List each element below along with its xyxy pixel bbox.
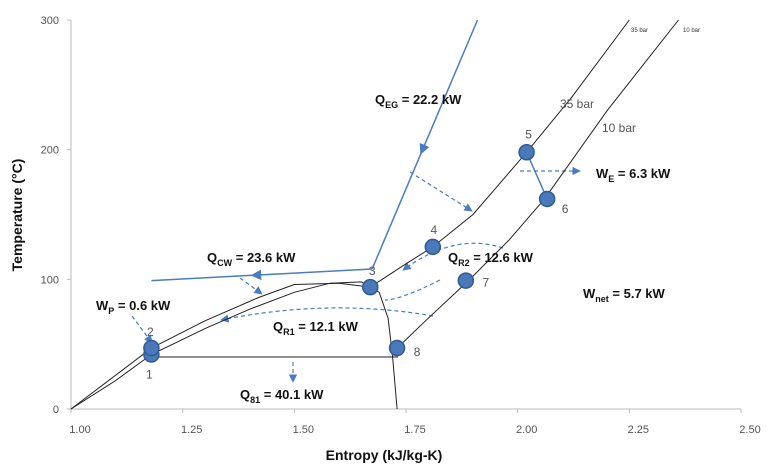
expansion-line <box>525 151 548 200</box>
annotation-value: = 5.7 kW <box>609 286 666 301</box>
state-point <box>538 190 556 208</box>
state-point <box>518 144 535 161</box>
state-label: 3 <box>369 264 376 278</box>
x-tick-label: 2.50 <box>739 424 760 436</box>
annotation-symbol: W <box>96 298 109 313</box>
state-label: 6 <box>562 202 569 216</box>
annotation-subscript: R2 <box>458 258 470 268</box>
state-point <box>143 339 160 357</box>
y-tick-label: 200 <box>41 145 59 157</box>
annotation: WE = 6.3 kW <box>596 166 671 184</box>
state-point <box>388 339 406 357</box>
x-tick-label: 1.75 <box>404 424 425 436</box>
annotation-symbol: Q <box>207 250 217 265</box>
flow-arrow <box>419 142 430 155</box>
annotation-symbol: W <box>596 166 609 181</box>
annotation: QEG = 22.2 kW <box>375 92 462 110</box>
state-label: 2 <box>147 325 154 339</box>
state-label: 1 <box>146 368 153 382</box>
annotation-value: = 12.6 kW <box>470 250 534 265</box>
state-label: 7 <box>483 276 490 290</box>
series-line <box>151 268 373 282</box>
x-axis-title: Entropy (kJ/kg-K) <box>326 447 443 463</box>
annotation-value: = 6.3 kW <box>614 166 671 181</box>
y-axis-title: Temperature (°C) <box>9 159 25 272</box>
isobar-label-small: 35 bar <box>631 28 648 34</box>
annotation: QR1 = 12.1 kW <box>273 319 359 337</box>
arrow <box>131 315 153 344</box>
state-point <box>457 272 475 289</box>
state-point <box>362 278 379 296</box>
annotation-subscript: net <box>595 294 609 304</box>
isobar-label: 10 bar <box>602 121 636 135</box>
annotation-subscript: CW <box>217 258 232 268</box>
x-tick-label: 1.50 <box>293 424 314 436</box>
annotation-subscript: EG <box>385 100 398 110</box>
annotation-symbol: Q <box>375 92 385 107</box>
x-tick-label: 2.00 <box>516 424 537 436</box>
y-tick-label: 0 <box>53 404 59 416</box>
annotation: Wnet = 5.7 kW <box>583 286 666 304</box>
annotation: WP = 0.6 kW <box>96 298 171 316</box>
annotation-symbol: Q <box>448 250 458 265</box>
annotation-symbol: W <box>583 286 596 301</box>
annotation: QR2 = 12.6 kW <box>448 250 534 268</box>
annotation-subscript: R1 <box>283 327 295 337</box>
arrows <box>131 166 581 383</box>
state-label: 8 <box>414 345 421 359</box>
x-tick-label: 1.00 <box>69 424 90 436</box>
annotation: Q81 = 40.1 kW <box>240 387 324 405</box>
isobar-label-small: 10 bar <box>683 28 700 34</box>
annotation-symbol: Q <box>240 387 250 402</box>
arrow <box>384 279 441 301</box>
x-tick-label: 2.25 <box>628 424 649 436</box>
y-tick-label: 100 <box>41 274 59 286</box>
annotation-symbol: Q <box>273 319 283 334</box>
annotation-value: = 23.6 kW <box>232 250 296 265</box>
annotation-value: = 0.6 kW <box>114 298 171 313</box>
state-point <box>424 238 442 256</box>
state-label: 5 <box>525 127 532 141</box>
flow-arrow <box>250 269 262 281</box>
arrow <box>239 277 263 295</box>
annotation-value: = 40.1 kW <box>260 387 324 402</box>
annotation-value: = 12.1 kW <box>295 319 359 334</box>
series-line <box>396 19 679 349</box>
annotation-subscript: P <box>108 306 114 316</box>
annotation-subscript: 81 <box>250 395 260 405</box>
annotation-value: = 22.2 kW <box>398 92 462 107</box>
isobar-label: 35 bar <box>560 97 594 111</box>
arrow <box>402 242 504 271</box>
annotation-subscript: E <box>608 174 614 184</box>
y-tick-label: 300 <box>41 15 59 27</box>
x-tick-label: 1.25 <box>181 424 202 436</box>
arrow <box>409 171 473 212</box>
annotation: QCW = 23.6 kW <box>207 250 296 268</box>
state-label: 4 <box>430 223 437 237</box>
